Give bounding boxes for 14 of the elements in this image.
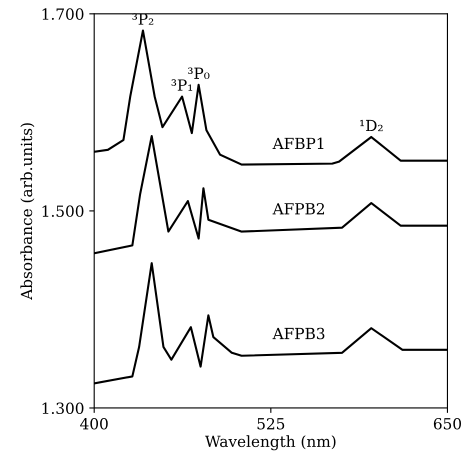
x-tick-label: 650 xyxy=(434,418,462,430)
annotation: ³P₀ xyxy=(188,67,210,79)
series-label: AFPB2 xyxy=(272,203,324,214)
y-tick-label: 1.500 xyxy=(42,205,84,217)
x-tick-label: 525 xyxy=(258,418,284,430)
x-tick-label: 400 xyxy=(80,418,108,430)
y-axis-title: Absorbance (arb.units) xyxy=(20,123,34,300)
series-label: AFPB3 xyxy=(272,328,324,340)
y-tick-label: 1.700 xyxy=(42,8,84,20)
x-axis-title: Wavelength (nm) xyxy=(205,435,336,450)
y-tick-label: 1.300 xyxy=(42,402,84,414)
annotation: ¹D₂ xyxy=(360,120,383,132)
annotation: ³P₁ xyxy=(172,79,192,91)
series-label: AFBP1 xyxy=(272,138,324,149)
